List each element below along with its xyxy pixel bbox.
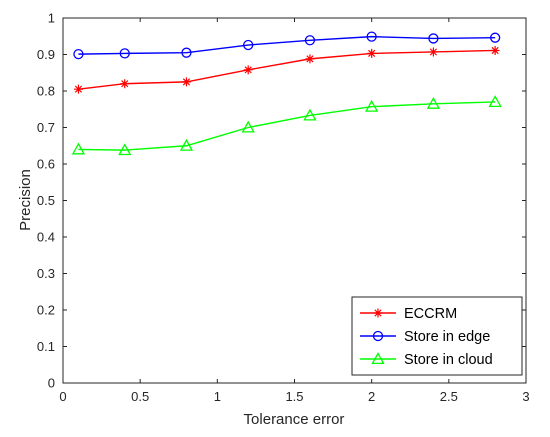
axis-ticks: 0 0.5 1 1.5 2 2.5 3 0 0.1 0.2 0.3 0.4 0.5 0.6 0.7 0.8 0.… — [37, 11, 530, 405]
legend-item: ECCRM — [360, 306, 457, 322]
data-point — [73, 48, 84, 60]
data-point — [366, 31, 377, 42]
data-point — [243, 39, 254, 51]
y-tick-label: 0.8 — [37, 84, 55, 99]
legend-swatch-marker — [373, 308, 383, 318]
x-tick-label: 2 — [368, 389, 375, 404]
data-point — [181, 47, 192, 58]
y-tick-label: 0.1 — [37, 339, 55, 354]
data-point — [73, 84, 83, 94]
legend-swatch-marker — [371, 352, 385, 365]
series-0 — [73, 45, 500, 94]
y-tick-label: 0.9 — [37, 47, 55, 62]
data-point — [304, 35, 316, 46]
y-tick-label: 0 — [48, 376, 55, 391]
data-point — [179, 138, 194, 151]
data-point — [303, 108, 317, 121]
data-point — [71, 142, 86, 155]
data-point — [365, 99, 379, 112]
y-tick-label: 0.2 — [37, 303, 55, 318]
y-axis-label: Precision — [17, 169, 34, 231]
data-point — [119, 48, 130, 59]
x-tick-label: 0.5 — [131, 389, 149, 404]
data-point — [367, 48, 377, 58]
series-2 — [71, 95, 502, 156]
series-layer — [71, 31, 502, 156]
y-tick-label: 0.7 — [37, 120, 55, 135]
series-1 — [73, 31, 501, 60]
data-point — [120, 79, 130, 89]
data-point — [241, 120, 255, 133]
data-point — [118, 143, 132, 156]
legend-swatch-marker — [372, 330, 384, 342]
legend-label: Store in edge — [404, 329, 490, 345]
data-point — [426, 96, 441, 109]
y-tick-label: 1 — [48, 11, 55, 26]
data-point — [428, 47, 438, 57]
x-tick-label: 3 — [522, 389, 529, 404]
series-line — [78, 49, 496, 90]
y-tick-label: 0.6 — [37, 157, 55, 172]
y-tick-label: 0.3 — [37, 266, 55, 281]
x-tick-label: 1.5 — [285, 389, 303, 404]
data-point — [490, 45, 500, 55]
legend-item: Store in edge — [360, 329, 490, 345]
legend-label: Store in cloud — [404, 352, 493, 368]
data-point — [428, 33, 439, 44]
data-point — [489, 32, 501, 43]
data-point — [181, 77, 191, 87]
x-tick-label: 0 — [59, 389, 66, 404]
legend-item: Store in cloud — [360, 352, 493, 368]
legend-label: ECCRM — [404, 306, 457, 322]
data-point — [305, 54, 315, 64]
y-tick-label: 0.4 — [37, 230, 55, 245]
data-point — [243, 65, 253, 75]
legend: ECCRM Store in edge Store in cloud — [351, 296, 523, 376]
y-tick-label: 0.5 — [37, 193, 55, 208]
series-line — [78, 101, 496, 151]
data-point — [488, 95, 502, 107]
x-axis-label: Tolerance error — [244, 411, 345, 428]
x-tick-label: 2.5 — [440, 389, 458, 404]
series-line — [78, 35, 496, 55]
x-tick-label: 1 — [214, 389, 221, 404]
